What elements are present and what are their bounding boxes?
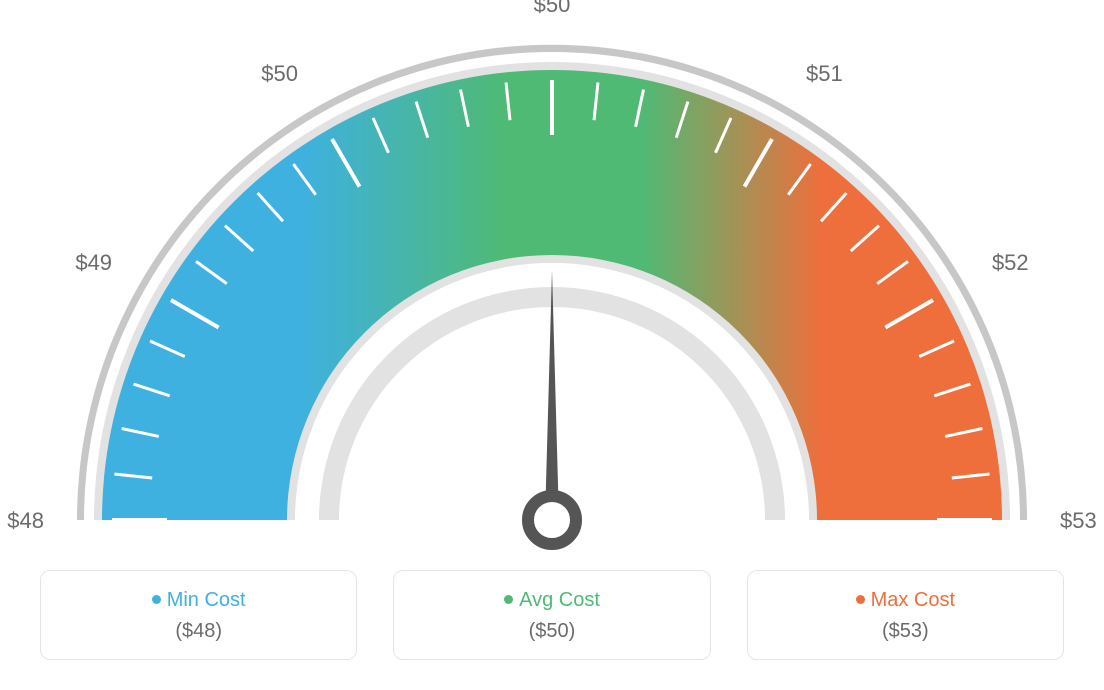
legend-value-max: ($53) xyxy=(748,620,1063,643)
svg-text:$50: $50 xyxy=(534,0,571,17)
legend-label-max: Max Cost xyxy=(871,589,955,611)
svg-text:$51: $51 xyxy=(806,61,843,86)
legend-dot-min xyxy=(152,595,161,604)
legend-title-min: Min Cost xyxy=(41,589,356,612)
svg-text:$49: $49 xyxy=(75,250,112,275)
legend-dot-avg xyxy=(504,595,513,604)
gauge-chart: $48 $49 $50 $50 $51 $52 $53 xyxy=(0,0,1104,560)
legend-title-avg: Avg Cost xyxy=(394,589,709,612)
svg-text:$48: $48 xyxy=(7,508,44,533)
legend-card-max: Max Cost ($53) xyxy=(747,570,1064,660)
gauge-svg: $48 $49 $50 $50 $51 $52 $53 xyxy=(0,0,1104,560)
legend-title-max: Max Cost xyxy=(748,589,1063,612)
legend-row: Min Cost ($48) Avg Cost ($50) Max Cost (… xyxy=(0,560,1104,690)
svg-text:$53: $53 xyxy=(1060,508,1097,533)
legend-value-min: ($48) xyxy=(41,620,356,643)
legend-value-avg: ($50) xyxy=(394,620,709,643)
svg-text:$50: $50 xyxy=(261,61,298,86)
legend-label-avg: Avg Cost xyxy=(519,589,600,611)
svg-text:$52: $52 xyxy=(992,250,1029,275)
legend-dot-max xyxy=(856,595,865,604)
legend-card-avg: Avg Cost ($50) xyxy=(393,570,710,660)
legend-card-min: Min Cost ($48) xyxy=(40,570,357,660)
legend-label-min: Min Cost xyxy=(167,589,246,611)
